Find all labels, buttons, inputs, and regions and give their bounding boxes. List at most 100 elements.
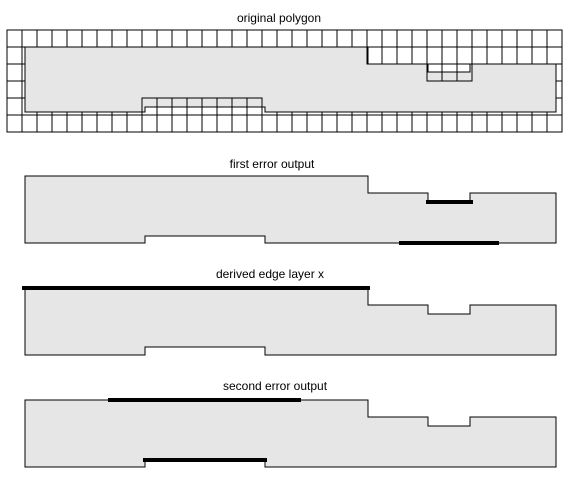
grid-cell xyxy=(501,46,518,65)
first-error-polygon-shape xyxy=(24,175,557,244)
grid-cell xyxy=(6,29,23,48)
panel-original-polygon: original polygon xyxy=(6,11,563,133)
grid-cell xyxy=(351,114,368,133)
second-error-polygon-shape xyxy=(24,399,557,468)
grid-cell xyxy=(441,29,458,48)
panel-first-error-title: first error output xyxy=(230,157,315,171)
grid-cell xyxy=(426,114,443,133)
grid-cell xyxy=(306,114,323,133)
grid-cell xyxy=(6,114,23,133)
grid-cell xyxy=(426,29,443,48)
grid-cell xyxy=(36,114,53,133)
grid-cell xyxy=(231,29,248,48)
grid-cell xyxy=(171,114,188,133)
grid-cell xyxy=(6,63,23,82)
grid-cell xyxy=(456,114,473,133)
grid-cell xyxy=(246,29,263,48)
grid-cell xyxy=(201,114,218,133)
grid-cell xyxy=(531,29,548,48)
panel-second-error-output: second error output xyxy=(24,379,557,468)
panel-edge-layer-title: derived edge layer x xyxy=(216,267,324,281)
grid-cell xyxy=(6,80,23,99)
grid-cell xyxy=(516,46,533,65)
grid-cell xyxy=(321,114,338,133)
grid-cell xyxy=(6,46,23,65)
grid-cell xyxy=(456,29,473,48)
grid-cell xyxy=(426,46,443,65)
panel-derived-edge-layer: derived edge layer x xyxy=(22,267,557,356)
grid-cell xyxy=(21,29,38,48)
grid-cell xyxy=(246,114,263,133)
grid-cell xyxy=(216,114,233,133)
grid-cell xyxy=(441,114,458,133)
grid-cell xyxy=(516,114,533,133)
grid-cell xyxy=(186,114,203,133)
grid-cell xyxy=(216,29,233,48)
panel-original-title: original polygon xyxy=(237,11,321,25)
grid-cell xyxy=(366,114,383,133)
grid-cell xyxy=(261,114,278,133)
overlay-grid-cell xyxy=(246,97,263,116)
grid-cell xyxy=(276,114,293,133)
grid-cell xyxy=(156,29,173,48)
grid-cell xyxy=(156,114,173,133)
grid-cell xyxy=(456,46,473,65)
grid-cell xyxy=(96,114,113,133)
grid-cell xyxy=(276,29,293,48)
grid-cell xyxy=(396,46,413,65)
grid-cell xyxy=(126,29,143,48)
grid-cell xyxy=(501,29,518,48)
overlay-grid-cell xyxy=(456,63,473,82)
grid-cell xyxy=(501,114,518,133)
grid-cell xyxy=(411,29,428,48)
grid-cell xyxy=(486,114,503,133)
panel-first-error-output: first error output xyxy=(24,157,557,245)
grid-cell xyxy=(531,114,548,133)
grid-cell xyxy=(261,29,278,48)
grid-cell xyxy=(66,29,83,48)
grid-cell xyxy=(381,114,398,133)
grid-cell xyxy=(396,29,413,48)
grid-cell xyxy=(546,29,563,48)
grid-cell xyxy=(81,114,98,133)
grid-cell xyxy=(411,46,428,65)
grid-cell xyxy=(96,29,113,48)
grid-cell xyxy=(336,114,353,133)
grid-cell xyxy=(141,29,158,48)
grid-cell xyxy=(411,114,428,133)
grid-cell xyxy=(486,46,503,65)
grid-cell xyxy=(321,29,338,48)
grid-cell xyxy=(381,29,398,48)
grid-cell xyxy=(51,29,68,48)
grid-cell xyxy=(351,29,368,48)
grid-cell xyxy=(366,29,383,48)
grid-cell xyxy=(81,29,98,48)
grid-cell xyxy=(486,29,503,48)
panel-second-error-title: second error output xyxy=(223,379,328,393)
grid-cell xyxy=(336,29,353,48)
grid-cell xyxy=(6,97,23,116)
grid-cell xyxy=(36,29,53,48)
grid-cell xyxy=(531,46,548,65)
grid-cell xyxy=(201,29,218,48)
grid-cell xyxy=(546,46,563,65)
grid-cell xyxy=(366,46,383,65)
grid-cell xyxy=(186,29,203,48)
grid-cell xyxy=(546,114,563,133)
grid-cell xyxy=(111,29,128,48)
grid-cell xyxy=(471,114,488,133)
grid-cell xyxy=(441,46,458,65)
edge-layer-polygon-shape xyxy=(24,287,557,356)
grid-cell xyxy=(111,114,128,133)
grid-cell xyxy=(171,29,188,48)
grid-cell xyxy=(396,114,413,133)
grid-cell xyxy=(126,114,143,133)
grid-cell xyxy=(51,114,68,133)
grid-cell xyxy=(471,46,488,65)
grid-cell xyxy=(306,29,323,48)
grid-cell xyxy=(291,114,308,133)
grid-cell xyxy=(21,114,38,133)
grid-cell xyxy=(471,29,488,48)
grid-cell xyxy=(291,29,308,48)
